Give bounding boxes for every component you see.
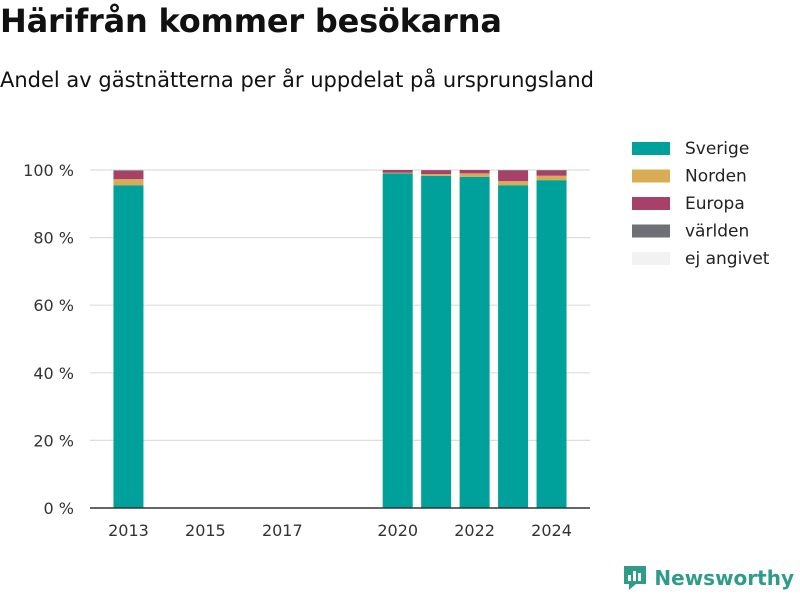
legend-swatch <box>632 224 670 238</box>
axes: 0 % 20 % 40 % 60 % 80 % 100 % 2013 2015 2017 2020… <box>23 161 590 540</box>
bar-segment-norden <box>536 175 567 181</box>
bar-segment-europa <box>498 170 529 182</box>
bar-segment-sverige <box>536 180 567 508</box>
x-tick-label: 2017 <box>262 521 303 540</box>
bar-segment-sverige <box>382 173 413 508</box>
legend-swatch <box>632 252 670 265</box>
bar-segment-sverige <box>498 185 529 508</box>
x-tick-label: 2024 <box>531 521 572 540</box>
x-tick-label: 2022 <box>454 521 495 540</box>
y-tick-label: 100 % <box>23 161 74 180</box>
legend-label: Norden <box>685 167 747 187</box>
bar-segment-norden <box>113 179 144 186</box>
bar-segment-sverige <box>421 175 452 508</box>
legend: Sverige Norden Europa världen ej angivet <box>632 139 770 269</box>
chart-title: Härifrån kommer besökarna <box>0 2 502 40</box>
brand-logo: Newsworthy <box>622 564 794 592</box>
x-tick-label: 2020 <box>377 521 418 540</box>
bar-segment-världen <box>113 170 144 172</box>
legend-label: ej angivet <box>685 249 770 269</box>
bar-segment-norden <box>382 172 413 174</box>
x-tick-label: 2013 <box>108 521 149 540</box>
y-tick-label: 60 % <box>33 296 74 315</box>
bar-segment-världen <box>536 170 567 171</box>
bar-segment-europa <box>459 170 490 174</box>
bar-segment-världen <box>498 170 529 171</box>
bar-segment-europa <box>421 170 452 175</box>
legend-label: Europa <box>685 194 745 214</box>
legend-swatch <box>632 142 670 155</box>
brand-name: Newsworthy <box>654 566 794 590</box>
bar-segment-sverige <box>113 185 144 508</box>
bar-segment-norden <box>459 173 490 177</box>
legend-swatch <box>632 197 670 210</box>
bar-segment-europa <box>536 170 567 176</box>
y-tick-label: 0 % <box>44 499 74 518</box>
y-tick-label: 40 % <box>33 364 74 383</box>
bar-segment-sverige <box>459 176 490 508</box>
y-tick-label: 20 % <box>33 431 74 450</box>
bar-segment-norden <box>498 181 529 186</box>
bar-segment-norden <box>421 174 452 176</box>
legend-swatch <box>632 169 670 183</box>
bar-segment-europa <box>382 170 413 173</box>
legend-label: världen <box>685 222 749 242</box>
x-tick-label: 2015 <box>185 521 226 540</box>
newsworthy-logo-icon <box>624 566 647 590</box>
y-tick-label: 80 % <box>33 229 74 248</box>
bar-segment-europa <box>113 171 144 180</box>
legend-label: Sverige <box>685 139 749 159</box>
bars <box>113 170 567 508</box>
chart-subtitle: Andel av gästnätterna per år uppdelat på… <box>0 68 594 92</box>
